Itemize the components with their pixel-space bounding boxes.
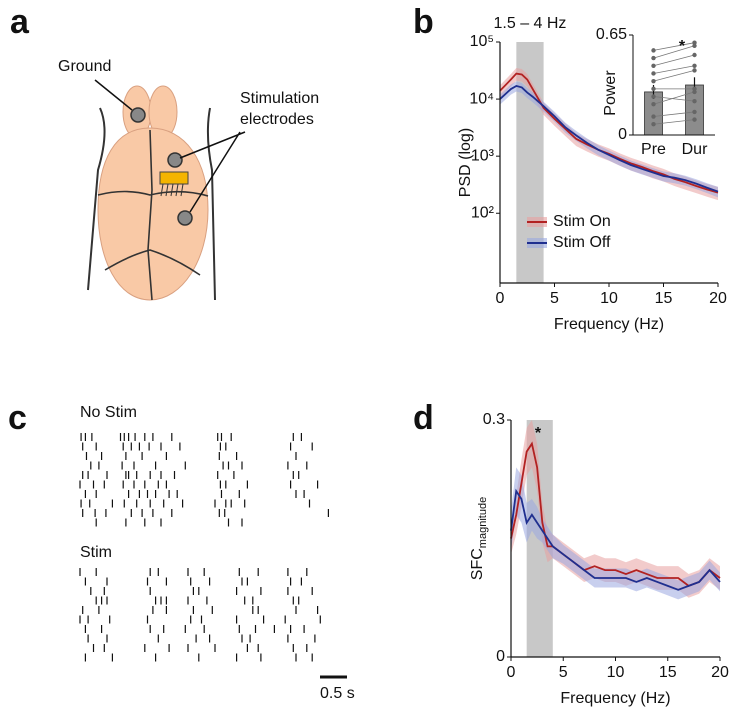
series-line — [510, 441, 721, 587]
scale-bar-label: 0.5 s — [320, 685, 355, 702]
x-tick-label: 10 — [600, 290, 618, 307]
y-tick-label: 0 — [618, 126, 627, 143]
y-tick-label: 10² — [471, 204, 495, 221]
series-line — [499, 84, 719, 193]
subject-point — [692, 52, 697, 58]
subject-point — [692, 40, 697, 45]
device-pins — [160, 183, 184, 197]
x-axis-label: Frequency (Hz) — [554, 316, 664, 333]
subject-point — [651, 71, 656, 76]
group-label: No Stim — [80, 404, 137, 421]
y-axis-label: Power — [602, 70, 619, 116]
paired-line — [653, 54, 695, 67]
subject-point — [651, 48, 656, 53]
significance: * — [679, 38, 686, 55]
subject-point — [692, 109, 697, 115]
electrode — [167, 152, 183, 168]
x-tick-label: 0 — [507, 664, 516, 681]
panel-label: c — [8, 399, 27, 437]
x-tick-label: Pre — [641, 141, 666, 158]
y-tick-label: 0.3 — [483, 411, 505, 428]
x-axis-label: Frequency (Hz) — [560, 690, 670, 707]
y-tick-label: 0 — [496, 648, 505, 665]
paired-line — [653, 96, 695, 102]
subject-point — [692, 63, 697, 68]
paired-line — [653, 119, 695, 125]
label-ground: Ground — [58, 58, 111, 75]
y-axis-label: PSD (log) — [457, 128, 474, 197]
x-tick-label: 5 — [559, 664, 568, 681]
subject-point — [692, 86, 697, 92]
paired-line — [653, 45, 695, 59]
subject-point — [651, 86, 656, 92]
subject-point — [651, 55, 656, 61]
subject-point — [651, 63, 656, 68]
y-axis-label: SFCmagnitude — [469, 497, 489, 580]
x-tick-label: 20 — [711, 664, 729, 681]
subject-point — [692, 98, 697, 104]
panel-label: b — [413, 3, 434, 41]
head-outline — [87, 107, 216, 301]
subject-point — [692, 68, 697, 73]
y-axis-label-main: SFC — [469, 548, 486, 580]
subject-point — [692, 43, 697, 48]
subject-point — [651, 122, 656, 127]
highlight-label: 1.5 – 4 Hz — [494, 15, 567, 32]
subject-point — [651, 102, 656, 107]
sutures — [97, 129, 209, 301]
paired-line — [653, 42, 695, 51]
subject-point — [651, 94, 656, 99]
subject-point — [651, 78, 656, 84]
electrode — [130, 107, 146, 123]
error-band — [511, 467, 720, 600]
series-line — [510, 488, 721, 591]
legend-label: Stim On — [553, 213, 611, 230]
x-tick-label: 15 — [659, 664, 677, 681]
y-tick-label: 10³ — [471, 147, 495, 164]
y-axis-label-subscript: magnitude — [477, 497, 489, 548]
x-tick-label: 0 — [496, 290, 505, 307]
pointer — [94, 79, 246, 213]
y-axis-label-main: PSD (log) — [457, 128, 474, 197]
x-tick-label: Dur — [682, 141, 708, 158]
paired-line — [653, 65, 695, 74]
subject-point — [692, 89, 697, 95]
stim-device — [159, 171, 189, 185]
panel-label: a — [10, 3, 30, 41]
x-tick-label: 20 — [709, 290, 727, 307]
y-tick-label: 10⁵ — [470, 33, 494, 50]
label-stimulation: Stimulation electrodes — [240, 90, 319, 128]
legend-label: Stim Off — [553, 234, 611, 251]
paired-line — [653, 91, 695, 105]
electrode — [177, 210, 193, 226]
brain-diagram: Ground Stimulation electrodes — [58, 58, 319, 301]
subject-point — [692, 117, 697, 122]
x-tick-label: 15 — [655, 290, 673, 307]
group-label: Stim — [80, 544, 112, 561]
y-tick-label: 0.65 — [596, 26, 627, 43]
x-tick-label: 10 — [607, 664, 625, 681]
x-tick-label: 5 — [550, 290, 559, 307]
panel-label: d — [413, 399, 434, 437]
subject-point — [651, 114, 656, 119]
paired-line — [653, 69, 695, 82]
cortex — [97, 127, 209, 301]
significance: * — [535, 425, 542, 442]
paired-line — [653, 111, 695, 117]
y-tick-label: 10⁴ — [469, 90, 494, 107]
